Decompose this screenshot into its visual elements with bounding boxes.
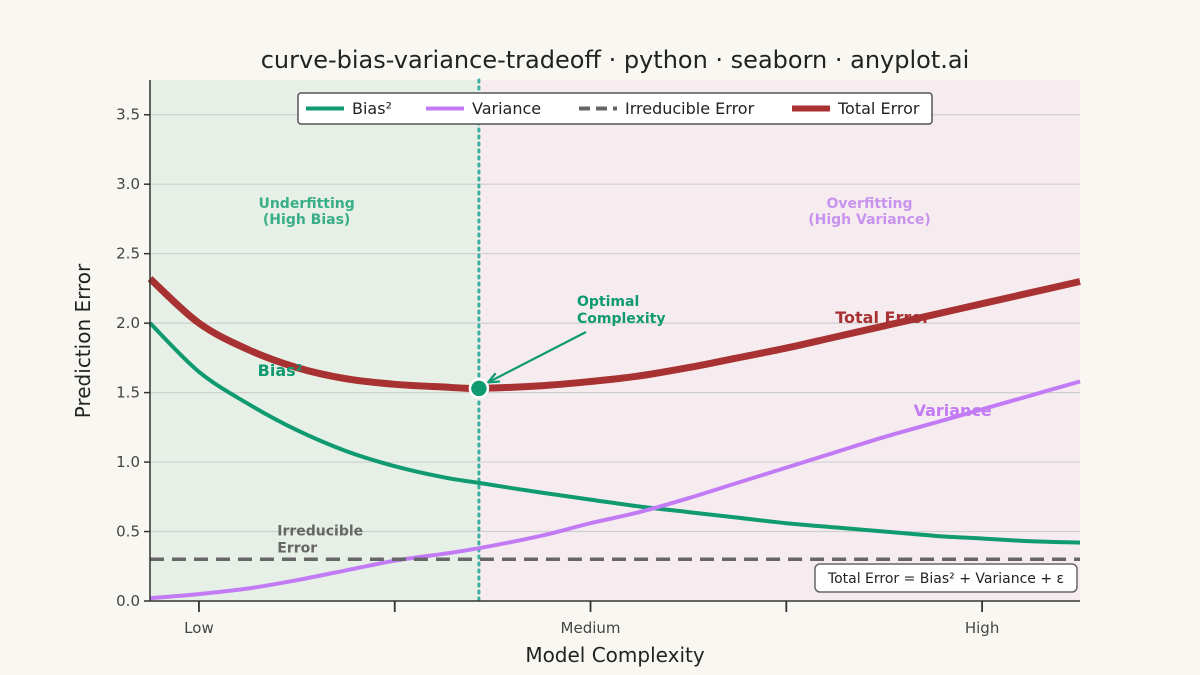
x-tick-label-0: Low: [184, 619, 214, 637]
optimal-arrow-line: [487, 331, 587, 384]
x-axis-title: Model Complexity: [525, 643, 705, 667]
series-layer: [147, 276, 1081, 601]
legend-label-0: Bias²: [352, 99, 392, 118]
y-axis-title: Prediction Error: [71, 263, 95, 418]
x-tick-label-4: High: [965, 619, 999, 637]
curve-label-0: Bias²: [258, 361, 303, 380]
series-line-0: [148, 321, 1081, 545]
region-0: [150, 80, 479, 601]
series-line-1: [149, 379, 1081, 601]
y-tick-label-0: 0.0: [116, 592, 140, 610]
legend-label-2: Irreducible Error: [625, 99, 755, 118]
curve-label-1: Total Error: [835, 308, 930, 327]
region-label-0-1: (High Bias): [263, 212, 350, 228]
optimal-arrow-head: [485, 372, 500, 384]
chart-title: curve-bias-variance-tradeoff · python · …: [261, 46, 970, 74]
legend-label-1: Variance: [472, 99, 541, 118]
region-label-1-0: Overfitting: [827, 196, 913, 212]
y-tick-label-5: 2.5: [116, 245, 140, 263]
irreducible-label-0: Irreducible: [277, 524, 363, 540]
formula-text: Total Error = Bias² + Variance + ε: [827, 571, 1064, 587]
grid-layer: [150, 78, 1080, 603]
y-tick-label-3: 1.5: [116, 384, 140, 402]
regions-layer: Underfitting(High Bias) Overfitting(High …: [150, 80, 1080, 601]
y-tick-label-4: 2.0: [116, 314, 140, 332]
region-label-0-0: Underfitting: [258, 196, 354, 212]
optimal-label-0: Optimal: [577, 294, 639, 310]
y-tick-label-7: 3.5: [116, 106, 140, 124]
legend-label-3: Total Error: [837, 99, 920, 118]
x-tick-label-2: Medium: [561, 619, 621, 637]
series-line-3: [147, 276, 1081, 392]
annotation-layer: Bias² Total Error Variance IrreducibleError…: [258, 294, 1078, 593]
y-tick-label-6: 3.0: [116, 175, 140, 193]
irreducible-label-1: Error: [277, 541, 317, 557]
optimal-point: [468, 378, 490, 399]
y-tick-label-2: 1.0: [116, 453, 140, 471]
optimal-label-1: Complexity: [577, 311, 665, 327]
legend: Bias² Variance Irreducible Error Total Erro…: [297, 92, 933, 125]
formula-box: [814, 563, 1078, 593]
axes-layer: 0.0 0.5 1.0 1.5 2.0 2.5 3.0 3.5 Low Medium High: [116, 80, 1080, 637]
region-1: [478, 80, 1080, 601]
y-tick-label-1: 0.5: [116, 523, 140, 541]
curve-label-2: Variance: [914, 401, 992, 420]
region-label-1-1: (High Variance): [808, 212, 931, 228]
